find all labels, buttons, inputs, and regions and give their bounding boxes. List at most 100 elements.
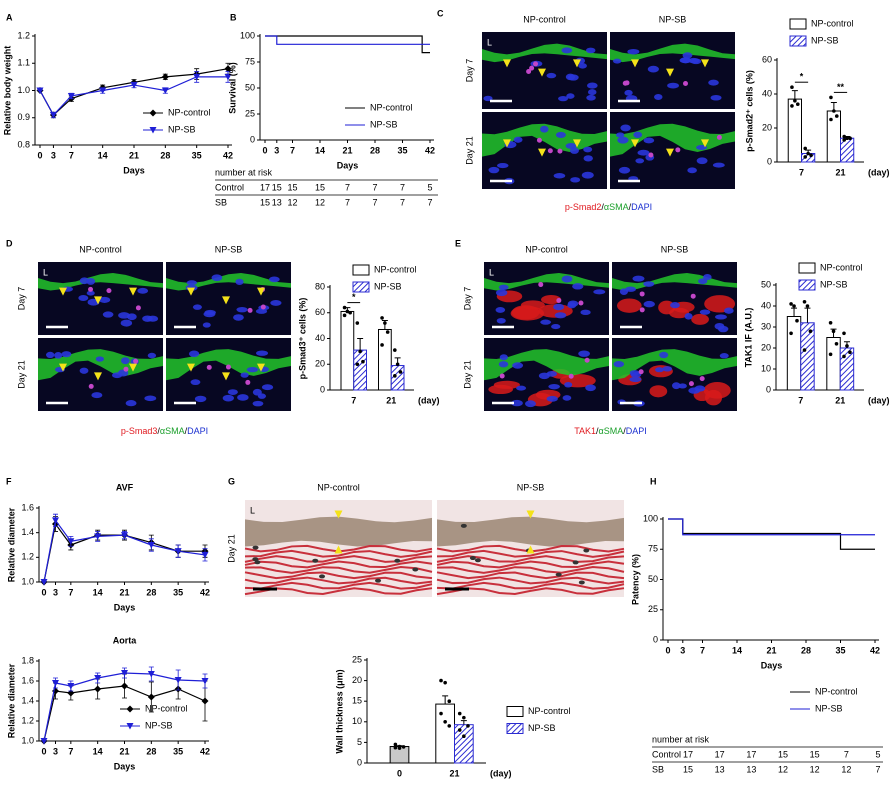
- data-point: [829, 95, 833, 100]
- arrowhead: [222, 372, 230, 381]
- stain-magenta: [557, 148, 563, 154]
- nucleus: [624, 89, 633, 96]
- risk-value: 7: [400, 197, 405, 207]
- data-point: [130, 82, 138, 89]
- x-tick-label: 21: [342, 145, 352, 155]
- x-tick-label: 0: [41, 746, 46, 756]
- data-point: [789, 302, 793, 306]
- caption: p-Smad2/αSMA/DAPI: [565, 202, 652, 212]
- y-tick-label: 0.8: [17, 139, 30, 149]
- bar: [826, 110, 841, 163]
- collagen-fiber: [244, 576, 433, 585]
- data-point: [790, 85, 794, 89]
- nucleus: [647, 65, 659, 73]
- arrowhead: [666, 68, 674, 77]
- column-header: NP-SB: [659, 14, 687, 24]
- data-point: [395, 362, 400, 367]
- stain-magenta: [245, 379, 251, 385]
- data-point: [161, 73, 169, 81]
- y-tick-label: 20: [762, 122, 772, 132]
- data-point: [462, 734, 466, 739]
- data-point: [848, 350, 852, 355]
- x-tick-label: 0: [262, 145, 267, 155]
- data-point: [828, 321, 833, 325]
- nucleus: [572, 560, 579, 565]
- risk-value: 5: [427, 182, 432, 192]
- legend-label: NP-SB: [370, 119, 398, 129]
- series-line: [668, 518, 875, 536]
- y-tick-label: 60: [762, 54, 772, 64]
- nucleus: [546, 72, 557, 79]
- stain-red: [616, 298, 642, 313]
- data-point: [803, 155, 808, 159]
- x-tick-label: 7: [700, 645, 705, 655]
- nucleus: [203, 311, 216, 318]
- nucleus: [687, 57, 700, 64]
- y-tick-label: 75: [648, 544, 658, 554]
- data-point: [67, 538, 75, 545]
- stain-magenta: [688, 381, 694, 387]
- caption-part: DAPI: [631, 202, 652, 212]
- data-point: [842, 134, 847, 139]
- nucleus: [496, 317, 506, 324]
- nucleus: [233, 314, 244, 321]
- nucleus: [569, 147, 579, 154]
- stain-magenta: [578, 300, 584, 306]
- x-tick-label: 14: [93, 746, 103, 756]
- stain-magenta: [639, 291, 645, 297]
- risk-value: 13: [272, 197, 282, 207]
- error-bar: [804, 307, 811, 323]
- risk-value: 5: [875, 749, 880, 759]
- stain-green: [610, 43, 735, 63]
- y-axis-label: Relative diameter: [6, 507, 16, 582]
- risk-value: 15: [778, 749, 788, 759]
- caption: TAK1/αSMA/DAPI: [574, 426, 647, 436]
- x-tick-label: 35: [173, 587, 183, 597]
- nucleus: [554, 312, 567, 319]
- data-point: [161, 87, 169, 94]
- data-point: [49, 112, 57, 119]
- nucleus: [562, 395, 572, 401]
- x-tick-label: 0: [41, 587, 46, 597]
- significance-label: *: [352, 292, 356, 302]
- y-tick-label: 80: [315, 281, 325, 291]
- legend-label: NP-control: [820, 262, 863, 272]
- nucleus: [540, 319, 552, 325]
- risk-value: 7: [345, 182, 350, 192]
- legend-marker: [126, 705, 134, 713]
- stain-magenta: [536, 137, 542, 143]
- y-tick-label: 100: [240, 30, 255, 40]
- collagen-fiber: [436, 581, 625, 590]
- collagen-fiber: [436, 549, 625, 558]
- y-tick-label: 0: [320, 384, 325, 394]
- nucleus: [319, 574, 326, 579]
- x-tick-label: 7: [68, 587, 73, 597]
- nucleus: [118, 312, 130, 319]
- y-tick-label: 0: [250, 134, 255, 144]
- panel-label: A: [6, 12, 13, 22]
- nucleus: [394, 558, 401, 563]
- nucleus: [717, 325, 729, 333]
- x-tick-label: 28: [160, 150, 170, 160]
- nucleus: [460, 523, 467, 528]
- x-tick-label: 3: [680, 645, 685, 655]
- data-point: [342, 305, 347, 310]
- error-bar: [460, 720, 467, 725]
- bar: [839, 347, 855, 391]
- y-tick-label: 30: [761, 321, 771, 331]
- x-tick-label: 28: [146, 587, 156, 597]
- y-tick-label: 1.0: [17, 85, 30, 95]
- y-tick-label: 75: [245, 56, 255, 66]
- risk-value: 7: [427, 197, 432, 207]
- nucleus: [654, 93, 663, 100]
- x-tick-label: 21: [119, 587, 129, 597]
- nucleus: [237, 394, 249, 401]
- panel-label: F: [6, 476, 12, 486]
- series-line: [43, 518, 206, 583]
- arrowhead: [701, 59, 709, 68]
- legend-label: NP-control: [811, 18, 854, 28]
- x-tick-label: 0: [397, 768, 402, 778]
- nucleus: [633, 131, 643, 138]
- data-point: [466, 724, 470, 728]
